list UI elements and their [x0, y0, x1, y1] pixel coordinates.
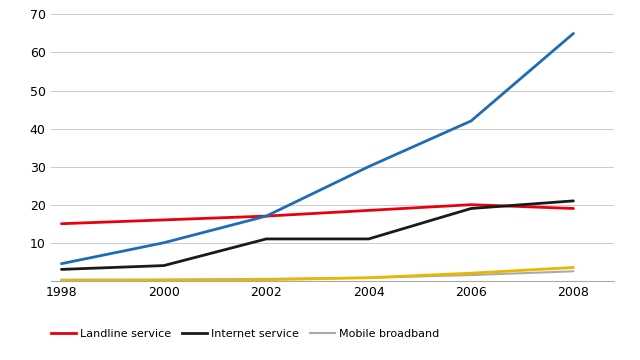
Fixed broadband [58, 278, 65, 283]
Cellular phone service [467, 119, 475, 123]
Landline service [467, 203, 475, 207]
Mobile broadband [467, 273, 475, 277]
Landline service [365, 208, 372, 212]
Internet service [467, 206, 475, 211]
Mobile broadband [262, 277, 270, 281]
Line: Mobile broadband: Mobile broadband [61, 271, 573, 280]
Mobile broadband [365, 276, 372, 280]
Landline service [160, 218, 168, 222]
Line: Cellular phone service: Cellular phone service [61, 33, 573, 264]
Mobile broadband [160, 278, 168, 282]
Internet service [262, 237, 270, 241]
Internet service [365, 237, 372, 241]
Fixed broadband [570, 265, 577, 270]
Fixed broadband [365, 276, 372, 280]
Cellular phone service [262, 214, 270, 218]
Mobile broadband [570, 269, 577, 274]
Cellular phone service [365, 165, 372, 169]
Landline service [58, 221, 65, 226]
Fixed broadband [262, 278, 270, 282]
Line: Fixed broadband: Fixed broadband [61, 267, 573, 280]
Cellular phone service [160, 240, 168, 245]
Fixed broadband [160, 278, 168, 282]
Landline service [262, 214, 270, 218]
Cellular phone service [58, 261, 65, 266]
Internet service [160, 264, 168, 268]
Line: Landline service: Landline service [61, 205, 573, 224]
Cellular phone service [570, 31, 577, 36]
Internet service [58, 267, 65, 271]
Landline service [570, 206, 577, 211]
Fixed broadband [467, 271, 475, 275]
Line: Internet service: Internet service [61, 201, 573, 269]
Mobile broadband [58, 278, 65, 282]
Internet service [570, 199, 577, 203]
